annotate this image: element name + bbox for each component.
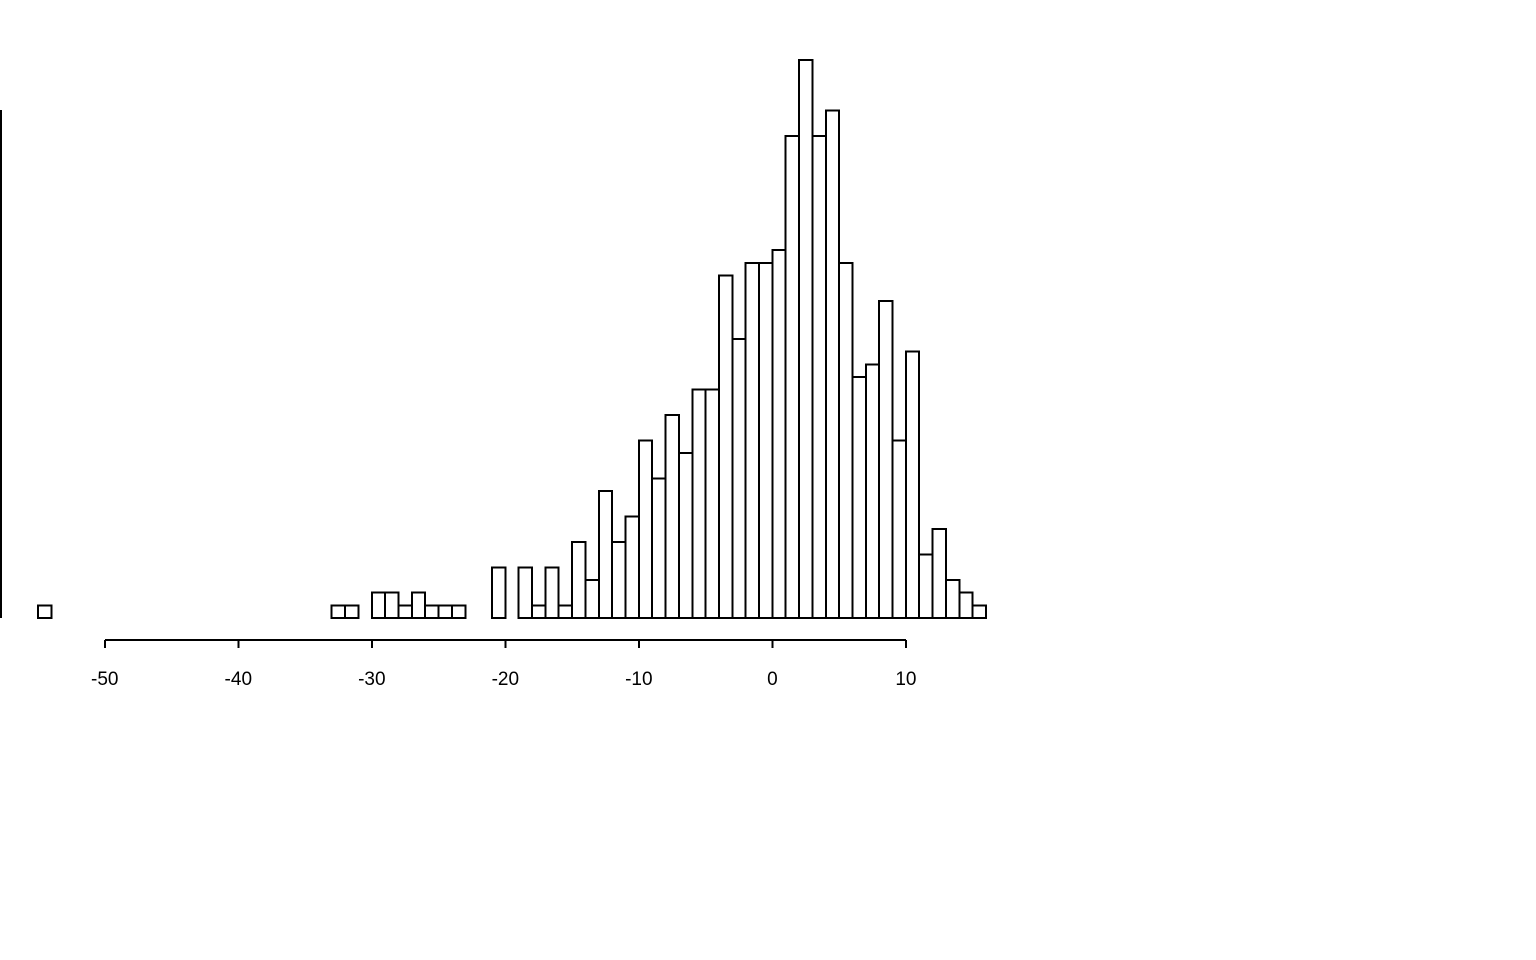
- histogram-bar: [677, 452, 694, 619]
- histogram-bar: [490, 566, 507, 619]
- histogram-bar: [811, 135, 827, 619]
- histogram-bar: [771, 249, 787, 620]
- histogram-bar: [611, 540, 627, 620]
- histogram-bar: [904, 350, 921, 619]
- x-axis-tick-label: -20: [492, 669, 519, 690]
- histogram-bar: [330, 604, 347, 619]
- histogram-bar: [531, 604, 547, 619]
- histogram-bar: [784, 135, 801, 619]
- histogram-bar: [557, 604, 574, 619]
- histogram-bar: [704, 388, 720, 619]
- histogram-bar: [944, 578, 961, 619]
- histogram-bar: [824, 109, 841, 620]
- histogram-bar: [450, 604, 467, 619]
- histogram-bar: [758, 261, 774, 619]
- histogram-bar: [691, 388, 707, 619]
- x-axis-tick-label: -40: [225, 669, 252, 690]
- histogram-bar: [798, 59, 814, 619]
- x-axis-ticks: -50 -40 -30 -20 -10 0 10: [91, 640, 916, 690]
- histogram-bar: [744, 261, 761, 619]
- histogram-bar: [851, 376, 867, 619]
- histogram-bar: [344, 604, 360, 619]
- histogram-bar: [624, 515, 640, 620]
- x-axis: -50 -40 -30 -20 -10 0 10: [91, 639, 916, 690]
- histogram-bar: [517, 566, 534, 619]
- x-axis-tick-label: -50: [91, 669, 118, 690]
- histogram-bar: [878, 299, 894, 619]
- histogram-bar: [731, 338, 747, 619]
- histogram-bars: [37, 59, 988, 620]
- histogram-bar: [584, 578, 600, 619]
- histogram-bar: [838, 261, 854, 619]
- x-axis-tick-label: -10: [625, 669, 652, 690]
- histogram-bar: [971, 604, 988, 619]
- histogram-bar: [891, 439, 907, 620]
- histogram-bar: [424, 604, 440, 619]
- histogram-bar: [571, 540, 587, 620]
- histogram-bar: [717, 274, 734, 619]
- histogram-bar: [664, 414, 680, 619]
- histogram-bar: [370, 591, 387, 619]
- histogram-bar: [651, 477, 667, 619]
- x-axis-tick-label: 10: [895, 669, 916, 690]
- histogram-bar: [544, 566, 560, 619]
- histogram-bar: [384, 591, 400, 619]
- x-axis-tick-label: -30: [358, 669, 385, 690]
- histogram-bar: [397, 604, 413, 619]
- histogram-bar: [918, 553, 934, 619]
- histogram-bar: [410, 591, 427, 619]
- histogram-bar: [437, 604, 453, 619]
- histogram-bar: [37, 604, 53, 619]
- x-axis-tick-label: 0: [767, 669, 778, 690]
- histogram-bar: [958, 591, 974, 619]
- histogram-bar: [864, 363, 881, 620]
- histogram-bar: [637, 439, 654, 620]
- histogram-bar: [597, 490, 614, 620]
- histogram-bar: [931, 528, 947, 620]
